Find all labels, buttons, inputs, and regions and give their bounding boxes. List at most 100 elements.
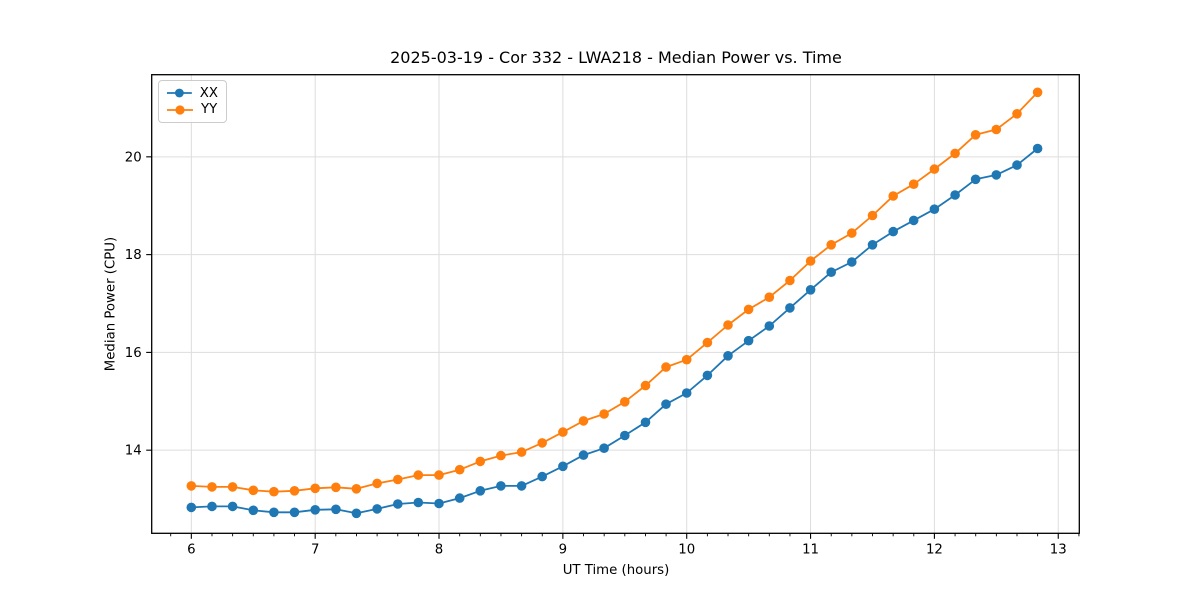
x-tick-label: 13 xyxy=(1050,542,1067,557)
data-point-yy xyxy=(661,362,671,372)
x-tick-label: 7 xyxy=(311,542,319,557)
y-tick-label: 20 xyxy=(125,150,142,165)
data-point-yy xyxy=(413,470,424,480)
x-tick-label: 12 xyxy=(926,542,943,557)
data-point-xx xyxy=(867,240,878,250)
plot-frame xyxy=(151,74,1080,534)
data-point-xx xyxy=(454,493,465,503)
data-point-xx xyxy=(289,507,300,518)
data-point-yy xyxy=(785,275,795,286)
data-point-yy xyxy=(743,304,754,315)
data-point-yy xyxy=(289,486,300,496)
data-point-yy xyxy=(393,474,403,485)
data-point-yy xyxy=(454,464,465,475)
line-marker-swatch-yy xyxy=(167,105,193,115)
data-point-xx xyxy=(847,257,857,267)
data-point-xx xyxy=(207,501,217,512)
data-point-yy xyxy=(867,210,878,221)
x-tick-label: 11 xyxy=(802,542,819,557)
data-point-xx xyxy=(310,505,321,515)
data-point-xx xyxy=(970,174,981,185)
y-tick-label: 18 xyxy=(125,248,142,263)
data-point-xx xyxy=(248,505,259,516)
x-tick-label: 6 xyxy=(187,542,195,557)
legend: XX YY xyxy=(158,80,227,123)
data-point-xx xyxy=(434,498,444,509)
legend-item-xx: XX xyxy=(166,85,218,102)
data-point-yy xyxy=(227,482,238,492)
data-point-xx xyxy=(1012,160,1022,170)
data-point-xx xyxy=(1032,143,1043,154)
data-point-yy xyxy=(186,481,197,491)
data-point-xx xyxy=(475,486,486,496)
data-point-yy xyxy=(888,191,898,201)
data-point-xx xyxy=(785,303,795,313)
data-point-yy xyxy=(434,470,444,480)
legend-label-yy: YY xyxy=(201,102,218,118)
data-point-yy xyxy=(681,354,692,365)
data-point-xx xyxy=(269,507,279,518)
data-point-yy xyxy=(578,416,589,426)
data-point-xx xyxy=(661,399,671,410)
data-point-yy xyxy=(558,427,568,437)
data-point-yy xyxy=(970,130,981,140)
data-point-xx xyxy=(413,497,424,508)
data-point-xx xyxy=(929,204,940,214)
data-point-yy xyxy=(372,478,382,489)
data-point-yy xyxy=(723,320,733,330)
data-point-xx xyxy=(578,450,589,460)
data-point-xx xyxy=(227,501,238,512)
data-point-xx xyxy=(991,170,1002,180)
data-point-yy xyxy=(805,256,816,266)
legend-item-yy: YY xyxy=(166,102,218,119)
data-point-yy xyxy=(764,292,775,303)
x-tick-label: 9 xyxy=(559,542,567,557)
legend-label-xx: XX xyxy=(199,85,218,101)
chart-title: 2025-03-19 - Cor 332 - LWA218 - Median P… xyxy=(390,48,842,67)
data-point-yy xyxy=(702,337,713,348)
data-point-xx xyxy=(681,388,692,398)
data-point-xx xyxy=(805,285,816,295)
y-tick-label: 14 xyxy=(125,444,142,459)
y-tick-label: 16 xyxy=(125,346,142,361)
series-line-yy xyxy=(191,91,1039,493)
data-point-yy xyxy=(908,179,919,189)
data-point-xx xyxy=(393,499,403,509)
data-point-xx xyxy=(351,508,362,519)
data-point-xx xyxy=(764,321,775,331)
data-point-xx xyxy=(599,443,609,454)
data-point-xx xyxy=(372,504,382,514)
line-marker-swatch-xx xyxy=(166,88,192,98)
data-point-xx xyxy=(331,504,341,515)
data-point-xx xyxy=(950,190,960,200)
data-point-yy xyxy=(1032,87,1043,98)
data-point-yy xyxy=(537,438,547,448)
series-line-xx xyxy=(191,147,1039,515)
data-point-yy xyxy=(496,450,506,461)
data-point-yy xyxy=(475,456,486,467)
data-point-yy xyxy=(351,484,362,494)
y-axis-label: Median Power (CPU) xyxy=(103,236,119,372)
data-point-xx xyxy=(537,471,547,482)
data-point-yy xyxy=(826,240,836,250)
data-point-xx xyxy=(826,267,836,278)
x-tick-label: 8 xyxy=(435,542,443,557)
data-point-yy xyxy=(599,409,609,419)
data-point-xx xyxy=(723,351,733,361)
data-point-yy xyxy=(991,124,1002,135)
data-point-yy xyxy=(310,483,321,494)
data-point-yy xyxy=(950,148,960,159)
data-point-xx xyxy=(496,481,506,491)
data-point-yy xyxy=(269,486,279,497)
data-point-yy xyxy=(207,482,217,492)
data-point-xx xyxy=(743,335,754,346)
data-point-yy xyxy=(640,380,651,391)
data-point-yy xyxy=(847,228,857,238)
data-point-yy xyxy=(1012,109,1022,119)
data-point-yy xyxy=(620,397,630,407)
data-point-xx xyxy=(888,226,898,237)
data-point-xx xyxy=(702,370,713,381)
data-point-xx xyxy=(640,417,651,428)
